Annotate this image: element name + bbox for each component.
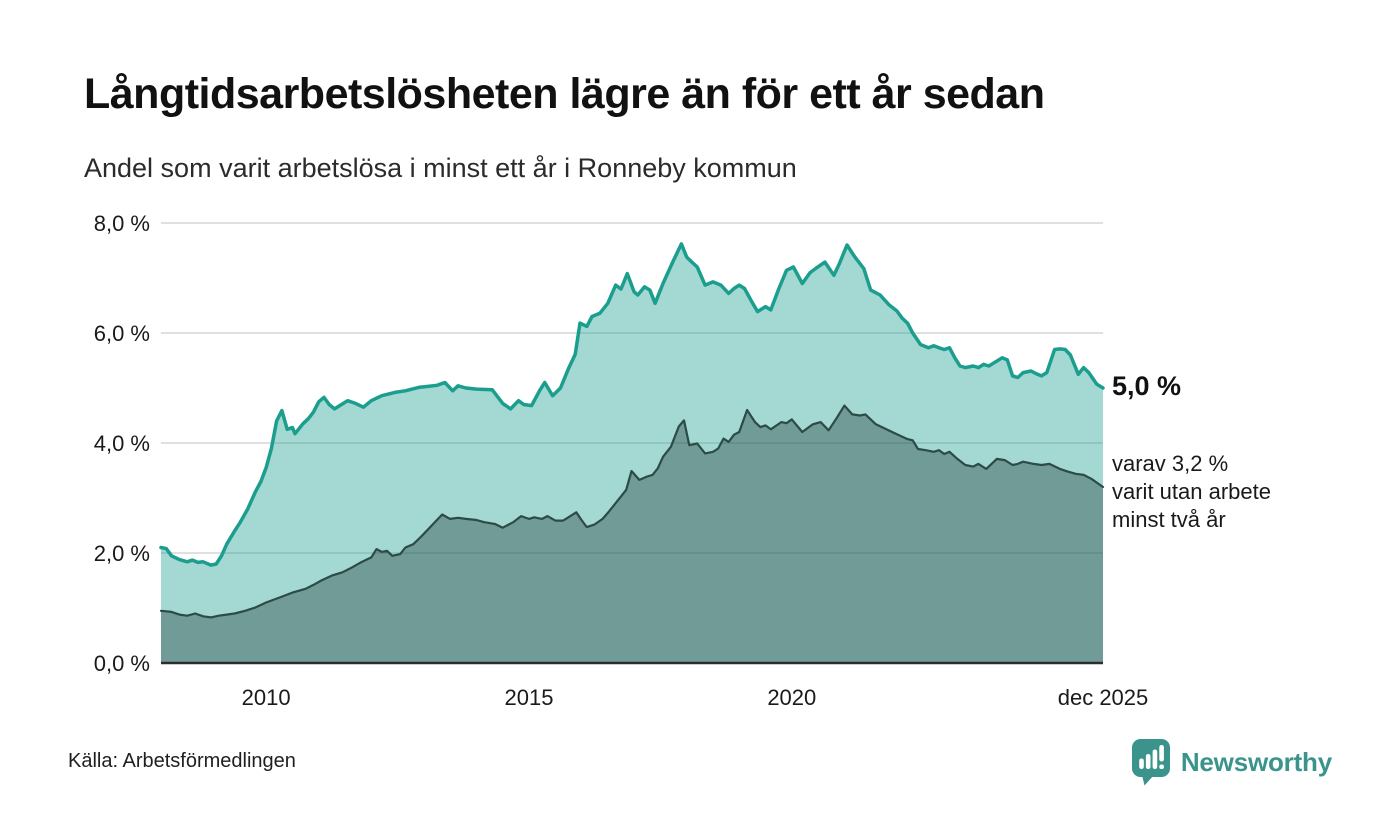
y-tick-label: 2,0 % [94,541,150,566]
series-area-minst-ett-ar [161,243,1103,663]
newsworthy-logo[interactable]: Newsworthy [1131,738,1332,786]
newsworthy-bubble-chart-icon [1131,738,1172,786]
source-caption: Källa: Arbetsförmedlingen [68,750,296,772]
series-line-minst-tva-ar [159,404,1105,619]
chart-canvas: 8,0 % 6,0 % 4,0 % 2,0 % 0,0 % 2010 2015 2020 dec… [94,211,1149,710]
page-title: Långtidsarbetslösheten lägre än för ett … [84,70,1045,118]
chart-subtitle: Andel som varit arbetslösa i minst ett å… [84,153,797,183]
series-line-minst-ett-ar [159,242,1105,567]
x-tick-label: 2010 [242,685,291,710]
y-tick-label: 0,0 % [94,651,150,676]
x-tick-label: 2015 [504,685,553,710]
x-tick-label: 2020 [767,685,816,710]
y-tick-label: 8,0 % [94,211,150,236]
area-chart: 8,0 % 6,0 % 4,0 % 2,0 % 0,0 % 2010 2015 2020 dec… [0,200,1400,740]
newsworthy-wordmark: Newsworthy [1180,746,1332,777]
end-value-label: 5,0 % [1112,371,1182,401]
y-tick-label: 6,0 % [94,321,150,346]
series-area-minst-tva-ar [161,405,1103,663]
x-tick-label: dec 2025 [1058,685,1149,710]
secondary-series-annotation: varav 3,2 % varit utan arbete minst två … [1112,451,1271,532]
y-tick-label: 4,0 % [94,431,150,456]
